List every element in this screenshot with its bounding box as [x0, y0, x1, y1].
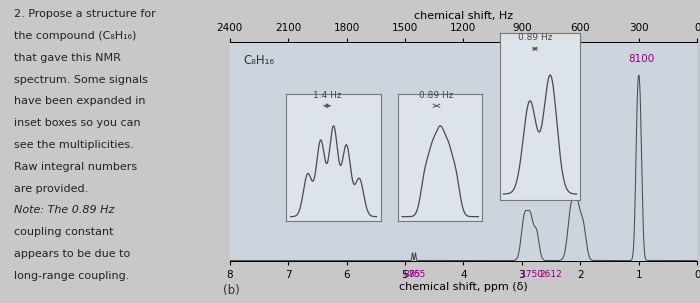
Text: Note: The 0.89 Hz: Note: The 0.89 Hz — [14, 205, 114, 215]
Text: that gave this NMR: that gave this NMR — [14, 53, 120, 63]
Text: 865: 865 — [408, 270, 426, 279]
Text: coupling constant: coupling constant — [14, 227, 113, 237]
Text: 2. Propose a structure for: 2. Propose a structure for — [14, 9, 155, 19]
Text: 875: 875 — [403, 270, 421, 279]
Text: C₈H₁₆: C₈H₁₆ — [244, 54, 275, 67]
Text: 1.4 Hz: 1.4 Hz — [313, 91, 342, 100]
X-axis label: chemical shift, ppm (δ): chemical shift, ppm (δ) — [399, 282, 528, 292]
Text: have been expanded in: have been expanded in — [14, 96, 145, 106]
Text: 0.89 Hz: 0.89 Hz — [518, 33, 552, 42]
Text: (b): (b) — [223, 284, 239, 297]
Text: the compound (C₈H₁₆): the compound (C₈H₁₆) — [14, 31, 136, 41]
Text: inset boxes so you can: inset boxes so you can — [14, 118, 140, 128]
Text: spectrum. Some signals: spectrum. Some signals — [14, 75, 148, 85]
Text: Raw integral numbers: Raw integral numbers — [14, 162, 136, 172]
Text: appears to be due to: appears to be due to — [14, 249, 130, 259]
Text: are provided.: are provided. — [14, 184, 88, 194]
Text: 2612: 2612 — [540, 270, 563, 279]
Text: 1750: 1750 — [521, 270, 544, 279]
Text: long-range coupling.: long-range coupling. — [14, 271, 129, 281]
Text: see the multiplicities.: see the multiplicities. — [14, 140, 134, 150]
Text: 0.89 Hz: 0.89 Hz — [419, 91, 454, 100]
Text: 8100: 8100 — [629, 54, 654, 64]
X-axis label: chemical shift, Hz: chemical shift, Hz — [414, 11, 513, 21]
